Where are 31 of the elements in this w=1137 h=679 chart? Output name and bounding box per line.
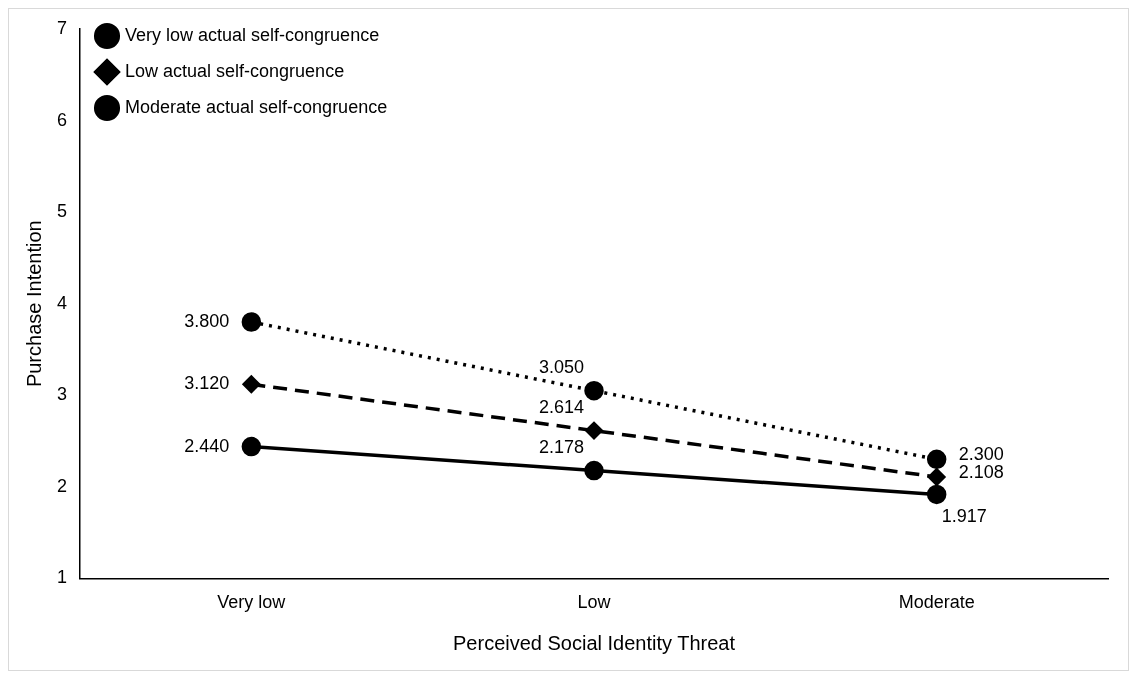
legend-label: Low actual self-congruence xyxy=(125,60,345,81)
data-label: 2.440 xyxy=(184,435,230,456)
point xyxy=(241,436,262,457)
point xyxy=(584,460,604,481)
y-tick-label: 7 xyxy=(57,17,68,38)
legend-label: Very low actual self-congruence xyxy=(125,24,380,45)
y-tick-label: 2 xyxy=(57,475,68,496)
x-axis-title: Perceived Social Identity Threat xyxy=(453,631,736,654)
x-tick-label: Very low xyxy=(217,592,287,613)
y-tick-label: 3 xyxy=(57,384,68,405)
legend-label: Moderate actual self-congruence xyxy=(125,96,388,117)
point xyxy=(926,484,947,505)
data-label: 3.050 xyxy=(538,356,585,377)
data-label: 3.800 xyxy=(184,310,230,331)
point xyxy=(927,468,946,486)
data-label: 1.917 xyxy=(941,506,987,527)
x-tick-label: Moderate xyxy=(898,592,975,613)
data-label: 2.614 xyxy=(538,396,585,417)
data-label: 3.120 xyxy=(184,373,230,394)
y-tick-label: 5 xyxy=(57,201,68,222)
y-axis-title: Purchase Intention xyxy=(22,220,45,388)
y-tick-label: 4 xyxy=(57,292,68,313)
point xyxy=(926,449,947,470)
y-tick-label: 6 xyxy=(57,109,68,130)
point xyxy=(584,380,604,401)
data-label: 2.178 xyxy=(538,436,585,457)
y-tick-label: 1 xyxy=(57,567,68,588)
point xyxy=(585,421,603,440)
point xyxy=(241,312,262,332)
x-tick-label: Low xyxy=(577,592,612,613)
point xyxy=(242,375,261,394)
